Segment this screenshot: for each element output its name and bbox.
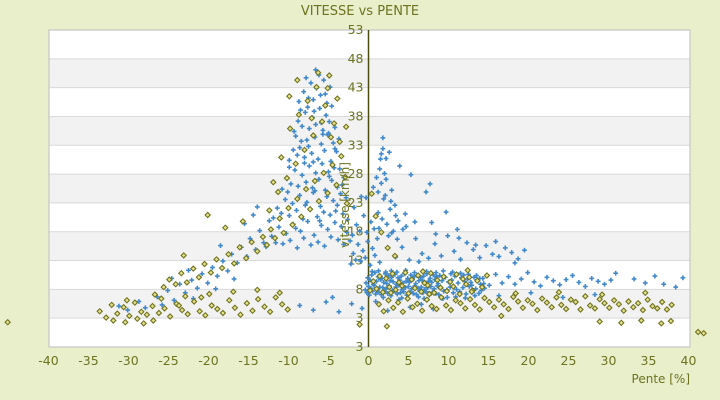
gridline-layer	[48, 29, 691, 348]
svg-text:28: 28	[348, 166, 364, 181]
svg-text:25: 25	[561, 353, 577, 368]
svg-text:5: 5	[405, 353, 413, 368]
svg-text:-15: -15	[238, 353, 258, 368]
svg-text:3: 3	[356, 310, 364, 325]
svg-text:10: 10	[441, 353, 457, 368]
svg-text:38: 38	[348, 108, 364, 123]
svg-text:-5: -5	[322, 353, 334, 368]
y-axis-title: vitesse [km/h]	[338, 162, 352, 248]
svg-text:40: 40	[681, 353, 697, 368]
band-layer	[49, 30, 690, 347]
svg-text:20: 20	[521, 353, 537, 368]
svg-text:0: 0	[365, 353, 373, 368]
svg-text:48: 48	[348, 51, 364, 66]
x-axis-title: Pente [%]	[631, 372, 690, 386]
svg-text:-20: -20	[198, 353, 218, 368]
svg-text:3: 3	[356, 339, 364, 354]
svg-text:-35: -35	[78, 353, 98, 368]
svg-text:-30: -30	[118, 353, 138, 368]
svg-text:53: 53	[348, 22, 364, 37]
svg-text:-40: -40	[38, 353, 58, 368]
svg-text:-25: -25	[158, 353, 178, 368]
svg-text:30: 30	[601, 353, 617, 368]
svg-text:35: 35	[641, 353, 657, 368]
chart-title: VITESSE vs PENTE	[300, 4, 420, 19]
svg-text:33: 33	[348, 137, 364, 152]
y-tick-labels: 534843383328231813833	[348, 22, 364, 354]
svg-text:43: 43	[348, 80, 364, 95]
svg-text:23: 23	[348, 195, 364, 210]
svg-text:15: 15	[481, 353, 497, 368]
svg-text:-10: -10	[278, 353, 298, 368]
x-tick-labels: -40 -35 -30 -25 -20 -15 -10 -5 0 5 10 15 20 25 30 35 40	[38, 353, 696, 368]
svg-text:8: 8	[356, 281, 364, 296]
